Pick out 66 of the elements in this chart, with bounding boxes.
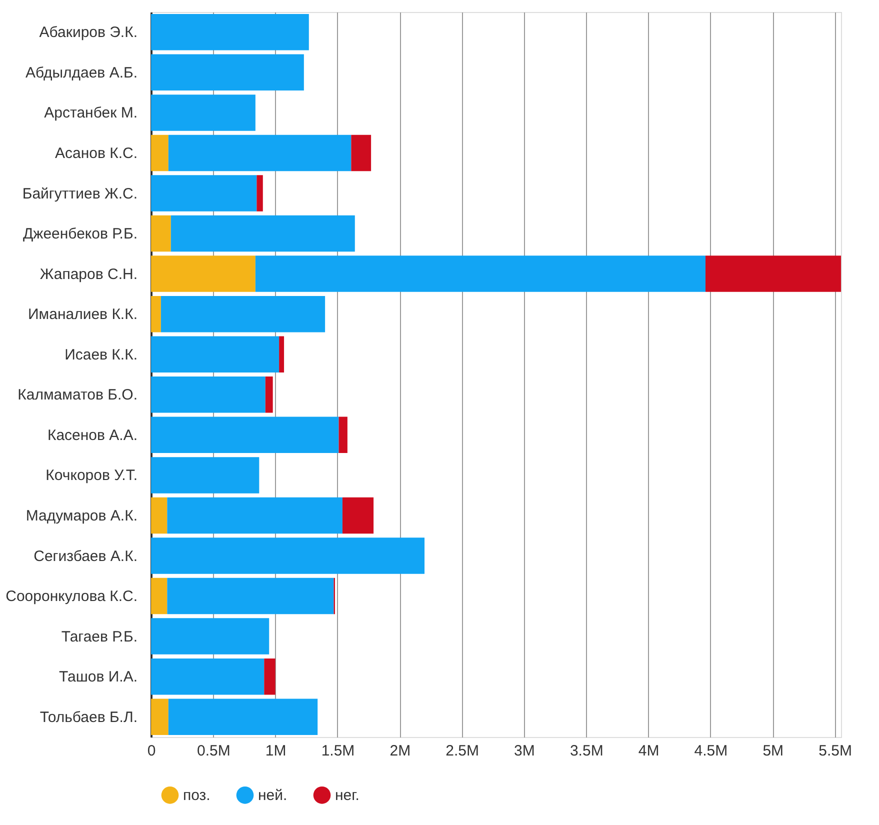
x-tick-label: 2.5M	[446, 742, 479, 760]
bar	[151, 538, 425, 574]
bar	[342, 497, 374, 534]
bar	[151, 296, 161, 332]
bar	[338, 416, 348, 454]
y-tick-label: Сегизбаев А.К.	[34, 548, 138, 565]
legend-label: нег.	[335, 787, 360, 804]
x-tick-label: 0.5M	[196, 742, 230, 760]
bar	[151, 457, 260, 494]
bar	[705, 256, 841, 292]
y-tick-label: Ташов И.А.	[59, 668, 138, 686]
bar	[170, 215, 355, 252]
x-tick-label: 1M	[265, 742, 286, 760]
y-tick-label: Жапаров С.Н.	[40, 266, 138, 283]
bar	[151, 14, 309, 50]
bar	[151, 134, 168, 172]
y-tick-label: Арстанбек М.	[44, 104, 138, 122]
bar	[151, 698, 168, 735]
legend-label: поз.	[183, 787, 210, 804]
y-tick-label: Байгуттиев Ж.С.	[22, 185, 138, 202]
bar	[151, 94, 256, 131]
bar	[168, 698, 318, 735]
bar	[151, 336, 280, 372]
y-tick-label: Тагаев Р.Б.	[61, 628, 138, 646]
x-tick-label: 1.5M	[321, 742, 355, 760]
y-tick-label: Сооронкулова К.С.	[6, 588, 138, 606]
y-tick-label: Иманалиев К.К.	[28, 306, 138, 324]
bar	[151, 175, 257, 212]
bar	[151, 497, 168, 534]
bar	[151, 215, 171, 252]
x-tick-label: 3M	[514, 742, 535, 760]
bar	[167, 497, 342, 534]
bar	[168, 134, 352, 172]
bar	[151, 618, 270, 654]
x-tick-label: 4.5M	[694, 742, 728, 760]
x-tick-label: 4M	[638, 742, 660, 760]
bar	[151, 376, 266, 413]
y-tick-label: Абдылдаев А.Б.	[26, 64, 138, 82]
bar	[151, 256, 256, 292]
x-tick-label: 2M	[390, 742, 411, 760]
bar	[167, 578, 334, 614]
bar	[264, 658, 276, 695]
bar	[279, 336, 284, 372]
y-tick-label: Джеенбеков Р.Б.	[23, 226, 138, 243]
bar	[255, 256, 706, 292]
y-tick-label: Абакиров Э.К.	[39, 24, 138, 42]
x-tick-label: 0	[147, 742, 156, 760]
y-tick-label: Кочкоров У.Т.	[46, 467, 138, 484]
y-tick-label: Асанов К.С.	[54, 144, 138, 162]
x-tick-label: 3.5M	[570, 742, 604, 760]
bar	[265, 376, 273, 413]
bar	[151, 578, 168, 614]
bar	[151, 658, 264, 695]
y-tick-label: Исаев К.К.	[64, 346, 138, 364]
legend-label: ней.	[258, 787, 288, 804]
bar	[151, 54, 304, 91]
bar	[351, 134, 372, 172]
bar	[256, 175, 263, 212]
bar	[151, 416, 339, 454]
bar	[160, 296, 326, 332]
y-tick-label: Мадумаров А.К.	[26, 507, 138, 524]
x-tick-label: 5.5M	[818, 742, 852, 760]
y-tick-label: Тольбаев Б.Л.	[40, 708, 138, 726]
y-tick-label: Касенов А.А.	[47, 426, 138, 444]
x-tick-label: 5M	[762, 742, 784, 760]
y-tick-label: Калмаматов Б.О.	[18, 386, 138, 404]
